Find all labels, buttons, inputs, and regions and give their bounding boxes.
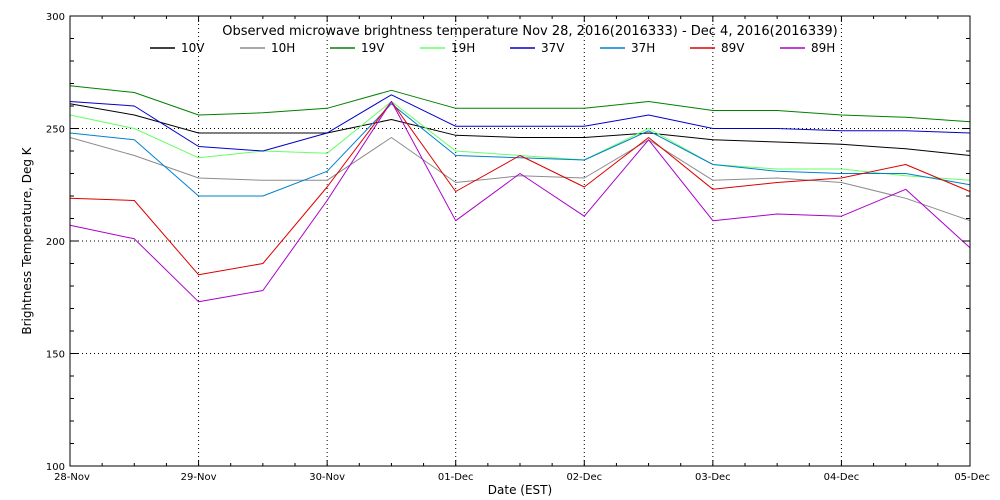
x-axis-title: Date (EST)	[488, 483, 552, 497]
series-19v-line	[69, 85, 971, 123]
axis-ticks: 28-Nov 29-Nov 30-Nov 01-Dec 02-Dec 03-Dec 04-D…	[46, 12, 990, 483]
series-89h-line	[69, 101, 971, 303]
x-tick-label: 30-Nov	[309, 472, 345, 483]
series-19h-line	[69, 101, 971, 181]
legend-label: 10H	[271, 41, 295, 55]
y-tick-label: 250	[46, 125, 65, 136]
legend-label: 37V	[541, 41, 565, 55]
series-37h-line	[69, 103, 971, 197]
x-tick-label: 01-Dec	[438, 472, 474, 483]
x-tick-label: 28-Nov	[54, 472, 90, 483]
series-lines	[69, 85, 971, 303]
legend-label: 37H	[631, 41, 655, 55]
x-tick-label: 02-Dec	[566, 472, 602, 483]
legend-label: 19H	[451, 41, 475, 55]
chart-title: Observed microwave brightness temperatur…	[222, 24, 837, 39]
y-tick-label: 300	[46, 12, 65, 23]
x-tick-label: 03-Dec	[695, 472, 731, 483]
y-tick-label: 100	[46, 462, 65, 473]
y-tick-label: 200	[46, 237, 65, 248]
x-tick-label: 04-Dec	[824, 472, 860, 483]
series-37v-line	[69, 94, 971, 152]
legend-label: 89V	[721, 41, 745, 55]
legend-label: 10V	[181, 41, 205, 55]
series-10v-line	[69, 103, 971, 156]
legend-label: 19V	[361, 41, 385, 55]
legend-label: 89H	[811, 41, 835, 55]
grid	[70, 16, 970, 466]
x-tick-label: 29-Nov	[181, 472, 217, 483]
series-89v-line	[69, 101, 971, 276]
y-tick-label: 150	[46, 350, 65, 361]
y-axis-title: Brightness Temperature, Deg K	[20, 146, 34, 334]
series-10h-line	[69, 137, 971, 222]
x-tick-label: 05-Dec	[954, 472, 990, 483]
legend: 10V 10H 19V 19H 37V 37H 89V 89H	[150, 41, 835, 55]
